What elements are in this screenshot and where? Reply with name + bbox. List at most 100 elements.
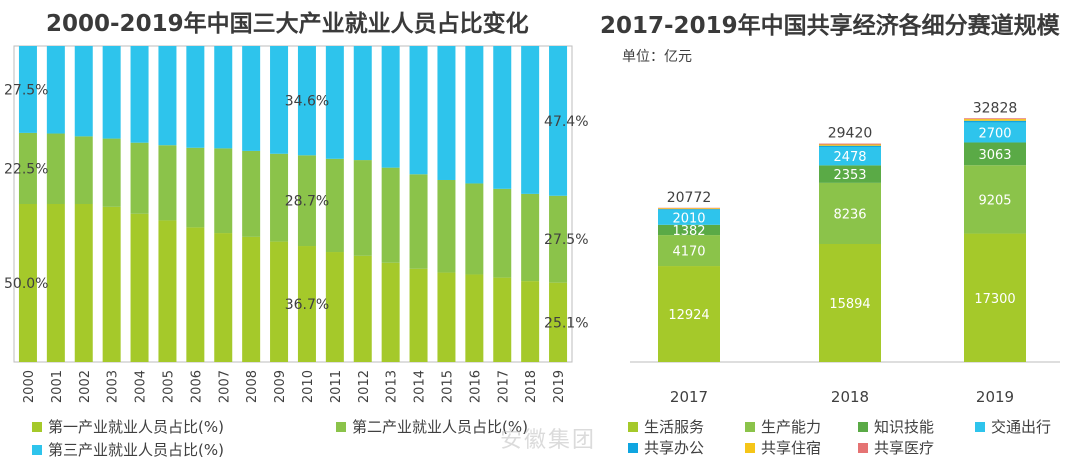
- x-tick-2015: 2015: [440, 370, 455, 403]
- bar-2019-知识技能: [964, 142, 1026, 166]
- bar-2012-s3: [353, 46, 372, 161]
- bar-2019-共享住宿: [964, 119, 1026, 121]
- total-label-2019: 32828: [973, 100, 1018, 116]
- bar-2007-s1: [214, 233, 233, 362]
- bar-2013-s2: [381, 167, 400, 263]
- left-chart-title: 2000-2019年中国三大产业就业人员占比变化: [46, 11, 529, 37]
- bar-2000-s1: [18, 204, 37, 362]
- bar-2000-s2: [18, 132, 37, 204]
- bar-2014-s2: [409, 174, 428, 269]
- bar-2003-s2: [102, 138, 121, 207]
- pct-label-2000-s3: 27.5%: [4, 82, 48, 98]
- legend-tertiary-industry-swatch: [32, 444, 42, 455]
- legend-primary-industry-swatch: [32, 421, 42, 432]
- bar-2008-s1: [242, 236, 261, 362]
- bar-2001-s3: [46, 46, 65, 134]
- legend-primary-industry: 第一产业就业人员占比(%): [32, 416, 224, 437]
- bar-2010-s1: [297, 246, 316, 362]
- x-tick-2007: 2007: [217, 370, 232, 403]
- legend-1: 生活服务: [628, 416, 704, 437]
- bar-2014-s1: [409, 268, 428, 362]
- x-tick-2003: 2003: [106, 370, 121, 403]
- watermark: 安徽集团: [500, 428, 597, 453]
- bar-2019-s1: [549, 282, 568, 362]
- x-tick-2016: 2016: [468, 370, 483, 403]
- bar-2002-s3: [74, 46, 93, 137]
- x-tick-2018: 2018: [524, 370, 539, 403]
- bar-2018-交通出行: [819, 146, 881, 166]
- legend-6-swatch: [745, 442, 755, 453]
- bar-2001-s1: [46, 204, 65, 362]
- left-plot-frame: [13, 45, 573, 363]
- x-tick-2019: 2019: [976, 388, 1014, 406]
- bar-2016-s2: [465, 183, 484, 275]
- bar-2017-s3: [493, 46, 512, 189]
- bar-2013-s3: [381, 46, 400, 168]
- bar-2009-s3: [270, 46, 289, 154]
- bar-2017-s2: [493, 188, 512, 278]
- bar-2003-s3: [102, 46, 121, 139]
- bar-2019-共享办公: [964, 120, 1026, 123]
- pct-label-2010-s2: 28.7%: [285, 194, 329, 210]
- x-tick-2006: 2006: [189, 370, 204, 403]
- bar-2006-s3: [186, 46, 205, 148]
- bar-2017-共享住宿: [658, 208, 720, 210]
- x-tick-2004: 2004: [134, 370, 149, 403]
- bar-2012-s1: [353, 255, 372, 362]
- x-tick-2010: 2010: [301, 370, 316, 403]
- pct-label-2019-s3: 47.4%: [544, 114, 588, 130]
- bar-2011-s3: [325, 46, 344, 159]
- value-label-2018-s3: 2353: [833, 168, 866, 183]
- bar-2019-s2: [549, 195, 568, 283]
- legend-6: 共享住宿: [745, 437, 821, 458]
- value-label-2017-s2: 4170: [672, 245, 705, 260]
- bar-2018-s2: [521, 193, 540, 282]
- legend-3-label: 知识技能: [874, 418, 935, 436]
- bar-2009-s1: [270, 241, 289, 362]
- value-label-2019-s4: 2700: [978, 126, 1011, 141]
- bar-2003-s1: [102, 206, 121, 362]
- value-label-2017-s1: 12924: [668, 308, 709, 323]
- bar-2005-s1: [158, 220, 177, 362]
- bar-2019-s3: [549, 46, 568, 196]
- bar-2005-s3: [158, 46, 177, 146]
- pct-label-2010-s3: 34.6%: [285, 94, 329, 110]
- bar-2008-s3: [242, 46, 261, 151]
- pct-label-2010-s1: 36.7%: [285, 297, 329, 313]
- legend-2-label: 生产能力: [761, 418, 822, 436]
- x-tick-2019: 2019: [552, 370, 567, 403]
- x-tick-2017: 2017: [496, 370, 511, 403]
- bar-2010-s2: [297, 155, 316, 247]
- legend-1-swatch: [628, 421, 638, 432]
- bar-2019-生活服务: [964, 233, 1026, 362]
- total-label-2018: 29420: [828, 126, 873, 142]
- bar-2016-s3: [465, 46, 484, 184]
- bar-2005-s2: [158, 145, 177, 221]
- x-tick-2013: 2013: [385, 370, 400, 403]
- bar-2017-知识技能: [658, 224, 720, 236]
- value-label-2019-s1: 17300: [974, 292, 1015, 307]
- x-tick-2012: 2012: [357, 370, 372, 403]
- bar-2006-s2: [186, 147, 205, 228]
- bar-2002-s1: [74, 204, 93, 362]
- x-tick-2011: 2011: [329, 370, 344, 403]
- bar-2002-s2: [74, 136, 93, 204]
- bar-2013-s1: [381, 262, 400, 362]
- x-tick-2009: 2009: [273, 370, 288, 403]
- bar-2006-s1: [186, 227, 205, 362]
- bar-2017-生活服务: [658, 266, 720, 362]
- legend-7-label: 共享医疗: [874, 439, 935, 457]
- value-label-2019-s3: 3063: [978, 148, 1011, 163]
- x-tick-2001: 2001: [50, 370, 65, 403]
- pct-label-2019-s1: 25.1%: [544, 315, 588, 331]
- legend-6-label: 共享住宿: [761, 439, 822, 457]
- right-chart-title: 2017-2019年中国共享经济各细分赛道规模: [600, 13, 1060, 39]
- legend-secondary-industry-swatch: [336, 421, 346, 432]
- bar-2018-知识技能: [819, 165, 881, 183]
- x-tick-2000: 2000: [22, 370, 37, 403]
- bar-2008-s2: [242, 150, 261, 237]
- legend-tertiary-industry: 第三产业就业人员占比(%): [32, 439, 224, 460]
- bar-2018-生活服务: [819, 243, 881, 362]
- bar-2019-交通出行: [964, 122, 1026, 143]
